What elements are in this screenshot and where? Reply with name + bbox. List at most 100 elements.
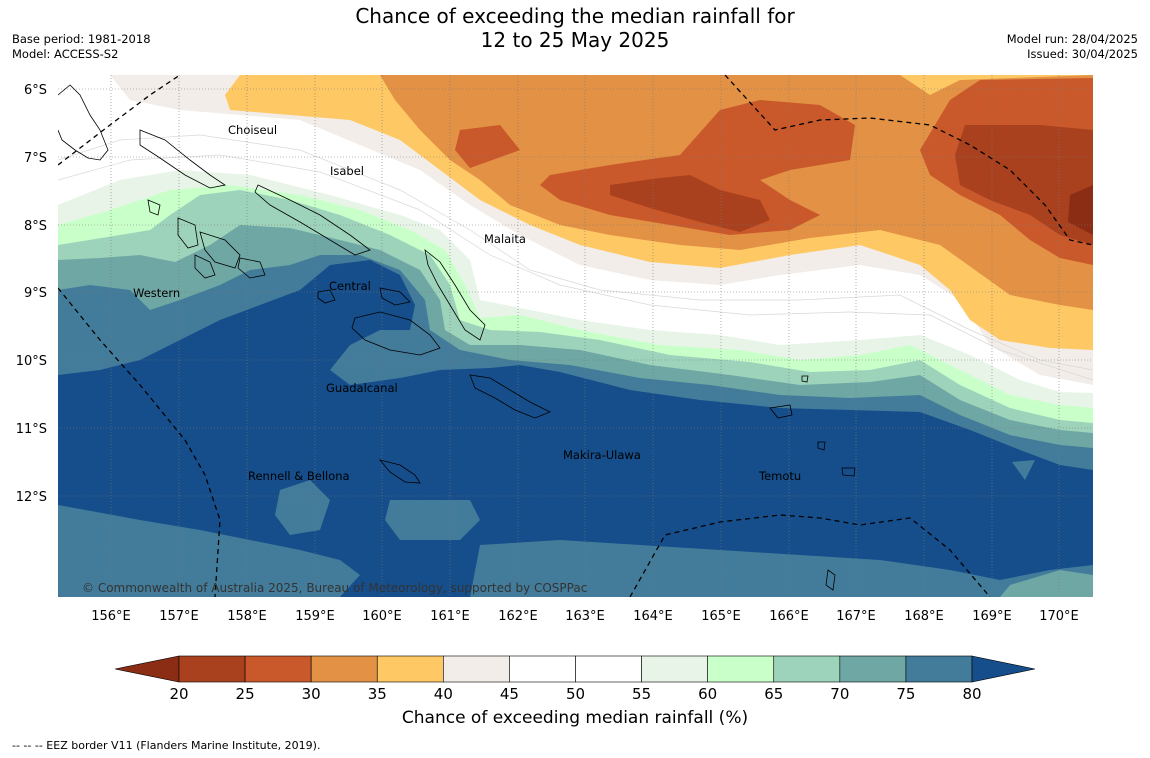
vella-lavella-island <box>177 217 199 249</box>
chart-title: Chance of exceeding the median rainfall … <box>0 4 1150 52</box>
legend-swatch <box>839 655 907 683</box>
title-line-1: Chance of exceeding the median rainfall … <box>355 4 795 28</box>
legend-swatch <box>244 655 312 683</box>
lon-label: 156°E <box>91 609 131 624</box>
lat-label: 10°S <box>16 354 47 369</box>
lat-label: 6°S <box>24 83 47 98</box>
model-run: Model run: 28/04/2025 <box>1006 32 1138 46</box>
legend-swatch <box>509 655 576 683</box>
legend-swatch <box>376 655 444 683</box>
region-label-temotu: Temotu <box>758 469 801 483</box>
legend-tick-label: 40 <box>434 685 453 703</box>
longitude-labels: 156°E 157°E 158°E 159°E 160°E 161°E 162°… <box>91 609 1079 624</box>
region-label-guadalcanal: Guadalcanal <box>326 381 398 395</box>
nendo-island <box>769 404 793 419</box>
lat-label: 7°S <box>24 151 47 166</box>
title-line-2: 12 to 25 May 2025 <box>480 28 670 52</box>
legend-swatch <box>641 655 708 683</box>
legend-tick-label: 25 <box>236 685 255 703</box>
copyright-notice: © Commonwealth of Australia 2025, Bureau… <box>82 581 587 595</box>
region-label-rennell: Rennell & Bellona <box>248 469 350 483</box>
band-70-75 <box>1000 570 1093 597</box>
run-info: Model run: 28/04/2025 Issued: 30/04/2025 <box>1007 32 1138 62</box>
guadalcanal-island <box>351 311 441 356</box>
lat-label: 11°S <box>16 422 47 437</box>
florida-island <box>379 287 411 306</box>
lat-label: 12°S <box>16 490 47 505</box>
region-label-central: Central <box>329 279 371 293</box>
lon-label: 167°E <box>836 609 876 624</box>
band-75-80 <box>58 505 360 597</box>
legend-swatch <box>443 655 510 683</box>
legend-swatch <box>773 655 841 683</box>
lat-label: 9°S <box>24 286 47 301</box>
makira-island <box>469 374 551 419</box>
legend-tick-label: 80 <box>962 685 981 703</box>
eez-border <box>58 75 1093 597</box>
band-75-80 <box>385 500 480 540</box>
lon-label: 158°E <box>227 609 267 624</box>
lon-label: 162°E <box>498 609 538 624</box>
duff-island <box>801 375 809 383</box>
lon-label: 159°E <box>295 609 335 624</box>
legend-title: Chance of exceeding median rainfall (%) <box>401 708 749 728</box>
probability-field: © Commonwealth of Australia 2025, Bureau… <box>58 75 1093 597</box>
region-label-isabel: Isabel <box>330 164 364 178</box>
legend-tick-label: 45 <box>500 685 519 703</box>
legend-extend-low <box>114 655 180 683</box>
new-georgia-island <box>199 231 241 269</box>
issued-date: Issued: 30/04/2025 <box>1027 47 1138 61</box>
band-25-30 <box>455 125 520 168</box>
legend-swatch <box>707 655 775 683</box>
region-label-makira: Makira-Ulawa <box>563 448 641 462</box>
base-period: Base period: 1981-2018 <box>12 32 151 46</box>
region-label-western: Western <box>133 286 180 300</box>
rennell-island <box>378 459 421 484</box>
band-below-20 <box>1068 185 1093 235</box>
lon-label: 163°E <box>565 609 605 624</box>
lat-label: 8°S <box>24 219 47 234</box>
model-info: Base period: 1981-2018 Model: ACCESS-S2 <box>12 32 151 62</box>
band-75-80 <box>275 480 330 535</box>
lon-label: 170°E <box>1039 609 1079 624</box>
gridlines <box>58 75 1093 597</box>
legend-tick-label: 35 <box>368 685 387 703</box>
region-label-malaita: Malaita <box>484 232 526 246</box>
lon-label: 168°E <box>904 609 944 624</box>
legend-tick-label: 65 <box>764 685 783 703</box>
choiseul-island <box>139 129 227 189</box>
legend-tick-label: 30 <box>302 685 321 703</box>
lon-label: 157°E <box>159 609 199 624</box>
band-75-80 <box>1012 460 1035 480</box>
legend-tick-label: 60 <box>698 685 717 703</box>
kolombangara-island <box>194 254 216 279</box>
legend-tick-label: 20 <box>169 685 188 703</box>
model-name: Model: ACCESS-S2 <box>12 47 119 61</box>
latitude-labels: 6°S 7°S 8°S 9°S 10°S 11°S 12°S <box>16 83 47 505</box>
legend-tick-label: 75 <box>896 685 915 703</box>
isabel-island <box>254 184 371 256</box>
band-75-80 <box>470 540 1093 597</box>
band-20-25 <box>610 175 770 232</box>
legend-swatch <box>905 655 973 683</box>
region-labels: Choiseul Isabel Malaita Western Central … <box>133 123 801 483</box>
coastlines <box>58 84 856 591</box>
shortland-island <box>147 199 161 216</box>
bougainville-island <box>58 84 109 161</box>
vanuatu-island <box>825 569 836 591</box>
legend-tick-label: 70 <box>830 685 849 703</box>
malaita-island <box>424 249 486 341</box>
legend-colorbar: 20 25 30 35 40 45 50 55 60 65 70 75 80 <box>114 655 1036 703</box>
region-label-choiseul: Choiseul <box>228 123 277 137</box>
legend-swatch <box>310 655 378 683</box>
russell-island <box>317 289 336 304</box>
vangunu-island <box>237 257 266 279</box>
lon-label: 164°E <box>633 609 673 624</box>
band-20-25 <box>955 125 1093 245</box>
lon-label: 169°E <box>972 609 1012 624</box>
contour-lines <box>58 134 1093 381</box>
lon-label: 161°E <box>430 609 470 624</box>
utupua-island <box>817 441 826 451</box>
legend-swatch <box>178 655 246 683</box>
